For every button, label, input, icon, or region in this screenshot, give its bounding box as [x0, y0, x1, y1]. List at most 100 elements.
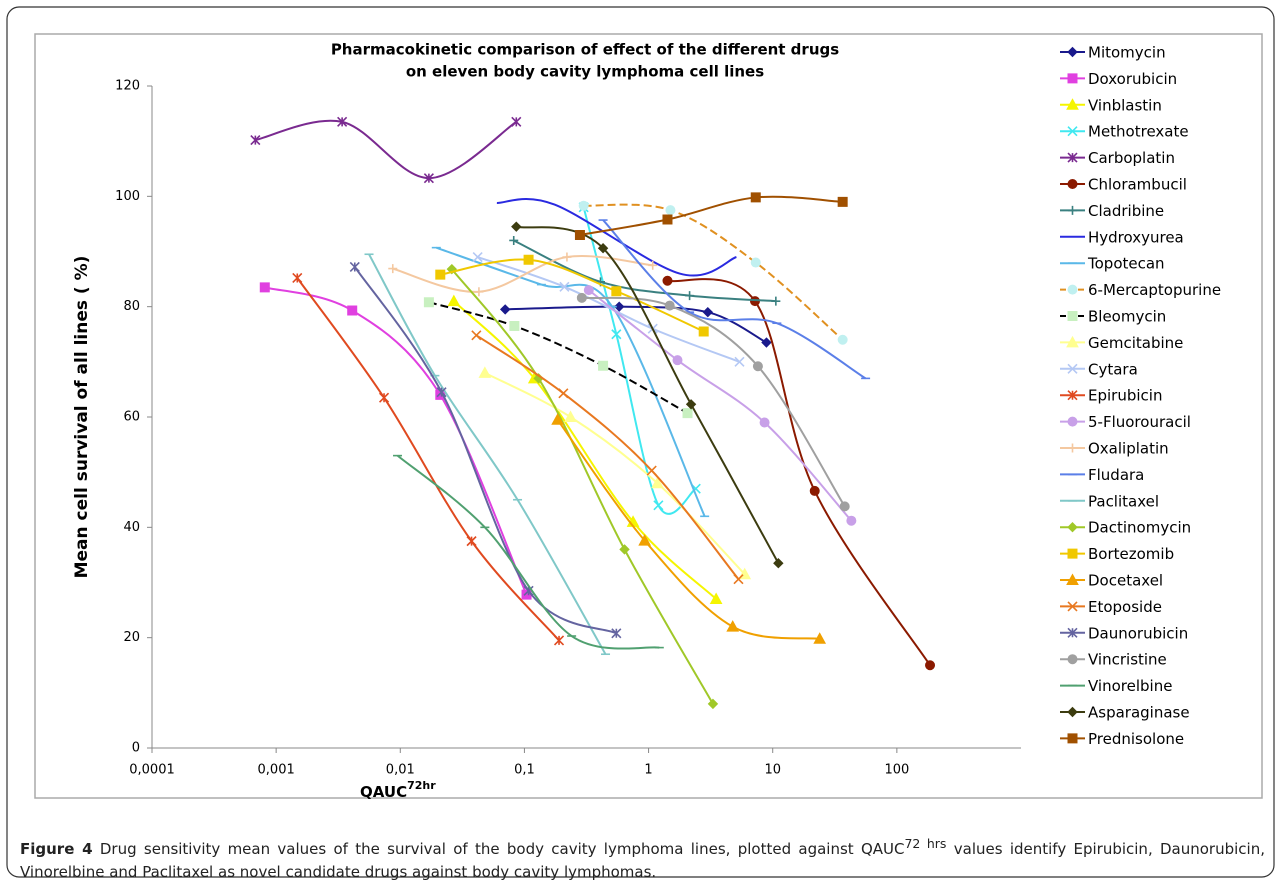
x-tick-label: 1 — [644, 763, 652, 778]
legend-marker — [1068, 443, 1077, 453]
series-line — [396, 454, 660, 650]
legend-marker — [1066, 573, 1079, 585]
legend-marker — [1067, 152, 1078, 163]
legend-label: Vinblastin — [1088, 96, 1162, 114]
legend-marker — [1067, 363, 1078, 374]
y-tick-label: 120 — [115, 79, 140, 94]
data-point — [474, 287, 484, 297]
data-point — [553, 635, 565, 646]
caption: Figure 4 Drug sensitivity mean values of… — [20, 832, 1265, 884]
data-point — [388, 264, 398, 274]
data-point — [846, 515, 857, 526]
legend-label: Fludara — [1088, 466, 1144, 484]
x-tick-label: 0,001 — [258, 763, 295, 778]
data-point — [665, 205, 676, 216]
y-axis-label: Mean cell survival of all lines ( %) — [72, 256, 92, 579]
caption-label: Figure 4 — [20, 840, 93, 858]
data-point — [759, 417, 770, 428]
series-line — [368, 253, 607, 655]
data-point — [837, 334, 848, 345]
y-tick-label: 20 — [123, 630, 140, 645]
data-point — [638, 534, 652, 546]
data-point — [551, 413, 564, 425]
data-point — [651, 476, 664, 489]
data-point — [523, 254, 534, 265]
legend-marker — [1067, 126, 1078, 137]
data-point — [613, 301, 625, 312]
legend-label: Chlorambucil — [1088, 176, 1187, 194]
data-point — [435, 269, 446, 280]
legend-label: Asparaginase — [1088, 704, 1190, 722]
series-line — [392, 255, 653, 293]
data-point — [471, 330, 482, 341]
x-tick-label: 0,1 — [514, 763, 535, 778]
caption-sup: 72 hrs — [904, 836, 947, 851]
legend-label: Cytara — [1088, 360, 1138, 378]
data-point — [511, 116, 522, 127]
legend-label: Docetaxel — [1088, 572, 1163, 590]
data-point — [771, 296, 781, 306]
data-point — [292, 272, 303, 284]
data-point — [750, 257, 761, 268]
chart-title: on eleven body cavity lymphoma cell line… — [406, 63, 764, 81]
legend-marker — [1067, 706, 1078, 718]
y-tick-label: 0 — [132, 741, 140, 756]
data-point — [611, 286, 622, 297]
legend-marker — [1067, 521, 1078, 533]
data-point — [347, 305, 358, 316]
legend-marker — [1067, 601, 1078, 612]
legend-marker — [1067, 654, 1078, 665]
figure-border — [6, 6, 1275, 878]
x-axis-label-text: QAUC — [360, 783, 407, 801]
data-point — [648, 260, 658, 270]
legend-marker — [1067, 179, 1078, 189]
legend-label: Etoposide — [1088, 598, 1162, 616]
legend-label: Prednisolone — [1088, 730, 1184, 748]
legend-marker — [1068, 205, 1077, 215]
data-point — [734, 356, 745, 367]
data-point — [702, 306, 714, 318]
series-line — [583, 203, 844, 341]
data-point — [925, 660, 936, 671]
legend-label: Doxorubicin — [1088, 70, 1177, 88]
legend-label: Cladribine — [1088, 202, 1164, 220]
x-tick-label: 0,01 — [386, 763, 415, 778]
data-point — [611, 329, 622, 340]
data-point — [378, 392, 390, 403]
legend-label: Hydroxyurea — [1088, 228, 1184, 246]
series-line — [588, 289, 853, 522]
series-line — [667, 278, 931, 666]
data-point — [672, 355, 683, 366]
data-point — [598, 360, 609, 371]
data-point — [611, 628, 622, 639]
chart-border — [34, 33, 1263, 799]
x-tick-label: 10 — [764, 763, 781, 778]
data-point — [576, 292, 587, 303]
data-point — [664, 300, 675, 311]
legend-marker — [1067, 73, 1078, 84]
legend-label: Bleomycin — [1088, 308, 1166, 326]
data-point — [499, 304, 511, 315]
data-point — [726, 620, 740, 632]
data-point — [478, 366, 492, 378]
data-point — [250, 134, 261, 146]
series-line — [484, 371, 746, 575]
legend-marker — [1067, 416, 1078, 427]
legend-label: 6-Mercaptopurine — [1088, 281, 1221, 299]
legend-marker — [1067, 284, 1078, 295]
series-line — [602, 219, 867, 380]
y-tick-label: 100 — [115, 189, 140, 204]
legend-marker — [1067, 627, 1078, 638]
legend-label: Vinorelbine — [1088, 677, 1172, 695]
data-point — [259, 282, 270, 293]
y-tick-label: 40 — [123, 520, 140, 535]
data-point — [773, 557, 784, 569]
data-point — [809, 485, 820, 496]
data-point — [466, 536, 477, 547]
legend-label: Dactinomycin — [1088, 519, 1191, 537]
legend-marker — [1066, 98, 1079, 110]
data-point — [709, 592, 723, 605]
legend-label: 5-Fluorouracil — [1088, 413, 1191, 431]
series-line — [428, 301, 689, 415]
